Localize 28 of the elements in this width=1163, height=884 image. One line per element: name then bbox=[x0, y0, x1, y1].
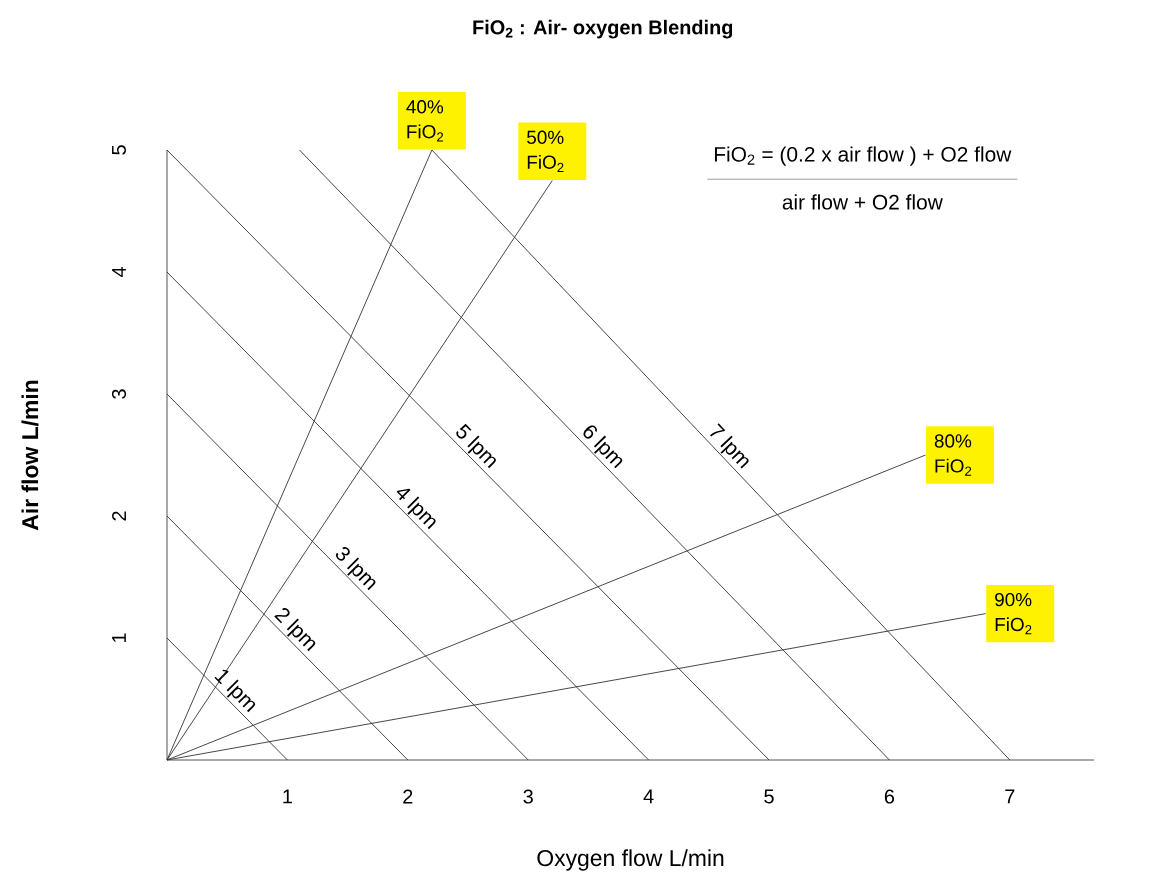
chart-title: FiO$_{2}$ : Air- oxygen Blending bbox=[473, 19, 733, 39]
y-tick-label: 1 bbox=[112, 633, 126, 643]
text: 1 lpm bbox=[214, 669, 256, 713]
text: 7 lpm bbox=[710, 423, 749, 469]
text: 2 lpm bbox=[274, 608, 316, 652]
x-tick-label: 3 bbox=[523, 789, 533, 804]
text: 4 lpm bbox=[396, 488, 436, 530]
annotation: air flow + O2 flow bbox=[782, 194, 943, 210]
series-label: 90% FiO$_{2}$ bbox=[995, 592, 1032, 635]
annotation: FiO$_{2}$ = (0.2 x air flow ) + O2 flow bbox=[714, 146, 1012, 166]
series-label: 50% FiO$_{2}$ bbox=[527, 130, 564, 173]
x-tick-label: 1 bbox=[283, 789, 292, 804]
text: 5 lpm bbox=[456, 423, 496, 469]
y-axis-title: Air flow L/min bbox=[21, 380, 39, 531]
text: 6 lpm bbox=[583, 425, 623, 469]
y-tick-label: 4 bbox=[112, 267, 126, 278]
text: 3 lpm bbox=[335, 546, 376, 591]
series-label: 80% FiO$_{2}$ bbox=[934, 434, 972, 476]
x-tick-label: 4 bbox=[643, 789, 654, 804]
y-tick-label: 2 bbox=[112, 511, 126, 521]
x-tick-label: 7 bbox=[1005, 789, 1015, 804]
x-tick-label: 5 bbox=[764, 789, 774, 804]
x-axis-title: Oxygen flow L/min bbox=[537, 849, 724, 871]
y-tick-label: 3 bbox=[111, 389, 127, 399]
y-tick-label: 5 bbox=[112, 145, 126, 155]
x-tick-label: 6 bbox=[884, 789, 895, 804]
x-tick-label: 2 bbox=[403, 789, 413, 804]
series-label: 40% FiO$_{2}$ bbox=[406, 100, 444, 142]
